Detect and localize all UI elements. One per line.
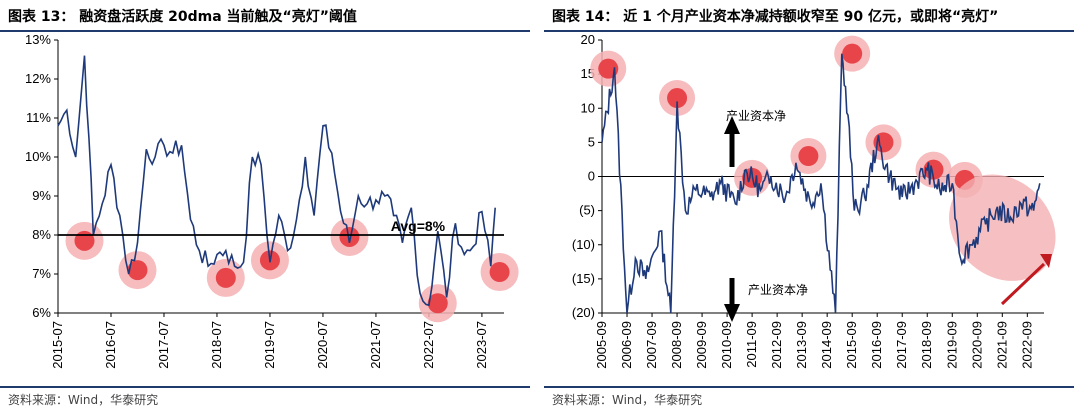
x-tick-label: 2022-07 [421, 321, 436, 369]
left-chart-svg: 13% 12% 11% 10% 9% 8% 7% 6%2015-07 2016-07 2017-0… [25, 32, 519, 369]
down-arrow-head [724, 304, 740, 322]
x-tick-label: 2015-09 [844, 321, 859, 369]
x-tick-label: 2020-07 [315, 321, 330, 369]
x-tick-label: 2007-09 [644, 321, 659, 369]
x-tick-label: 2009-09 [694, 321, 709, 369]
y-tick-label: 12% [25, 71, 51, 86]
x-tick-label: 2012-09 [769, 321, 784, 369]
highlight-dot [842, 43, 863, 64]
x-tick-label: 2022-09 [1019, 321, 1034, 369]
trend-arrow-head [1040, 254, 1052, 268]
y-tick-label: (10) [572, 237, 595, 252]
left-bottom-rule [0, 386, 530, 388]
left-chart-panel: 图表 13： 融资盘活跃度 20dma 当前触及“亮灯”阈值 13% 12% 11%… [0, 0, 536, 413]
highlight-dot [667, 88, 688, 109]
x-tick-label: 2016-07 [103, 321, 118, 369]
right-chart-panel: 图表 14： 近 1 个月产业资本净减持额收窄至 90 亿元，或即将“亮灯” 2… [544, 0, 1080, 413]
x-tick-label: 2010-09 [719, 321, 734, 369]
y-tick-label: 11% [26, 110, 51, 125]
x-tick-label: 2020-09 [969, 321, 984, 369]
x-tick-label: 2016-09 [869, 321, 884, 369]
y-tick-label: 7% [32, 266, 51, 281]
x-tick-label: 2008-09 [669, 321, 684, 369]
left-chart-title: 图表 13： 融资盘活跃度 20dma 当前触及“亮灯”阈值 [8, 9, 357, 25]
x-tick-label: 2018-09 [919, 321, 934, 369]
x-tick-label: 2005-09 [594, 321, 609, 369]
highlight-ellipse [949, 174, 1056, 281]
y-tick-label: 9% [32, 188, 51, 203]
y-tick-label: 5 [588, 134, 595, 149]
highlight-dot [489, 262, 510, 283]
x-tick-label: 2013-09 [794, 321, 809, 369]
x-tick-label: 2021-09 [994, 321, 1009, 369]
y-tick-label: 10% [25, 149, 51, 164]
y-tick-label: 20 [581, 32, 595, 47]
y-tick-label: 0 [588, 169, 595, 184]
x-tick-label: 2006-09 [619, 321, 634, 369]
series-line [601, 53, 1041, 314]
x-tick-label: 2018-07 [209, 321, 224, 369]
right-chart-source: 资料来源：Wind，华泰研究 [552, 393, 703, 407]
x-tick-label: 2017-07 [156, 321, 171, 369]
y-tick-label: 13% [25, 32, 51, 47]
y-tick-label: (15) [572, 271, 595, 286]
up-annotation: 产业资本净 [726, 109, 786, 123]
x-tick-label: 2017-09 [894, 321, 909, 369]
x-tick-label: 2023-07 [474, 321, 489, 369]
x-tick-label: 2011-09 [744, 321, 759, 368]
highlight-dot [127, 260, 148, 281]
x-tick-label: 2015-07 [50, 321, 65, 369]
left-title-rule [0, 30, 530, 32]
highlight-dot [339, 226, 360, 247]
y-tick-label: 6% [32, 305, 51, 320]
average-label: Avg=8% [391, 218, 446, 234]
x-tick-label: 2014-09 [819, 321, 834, 369]
y-tick-label: (5) [579, 203, 595, 218]
right-title-rule [544, 30, 1074, 32]
right-chart-title: 图表 14： 近 1 个月产业资本净减持额收窄至 90 亿元，或即将“亮灯” [552, 9, 999, 25]
y-tick-label: 10 [581, 100, 595, 115]
series-line [57, 55, 496, 307]
y-tick-label: (20) [572, 305, 595, 320]
y-tick-label: 8% [32, 227, 51, 242]
highlight-dot [798, 146, 819, 167]
left-chart-source: 资料来源：Wind，华泰研究 [8, 393, 159, 407]
x-tick-label: 2021-07 [368, 321, 383, 369]
up-arrow-head [724, 116, 740, 134]
trend-arrow-shaft [1000, 262, 1046, 306]
highlight-dot [427, 293, 448, 314]
right-bottom-rule [544, 386, 1074, 388]
x-tick-label: 2019-07 [262, 321, 277, 369]
highlight-dot [74, 230, 95, 251]
x-tick-label: 2019-09 [944, 321, 959, 369]
down-annotation: 产业资本净 [748, 283, 808, 297]
highlight-dot [215, 267, 236, 288]
